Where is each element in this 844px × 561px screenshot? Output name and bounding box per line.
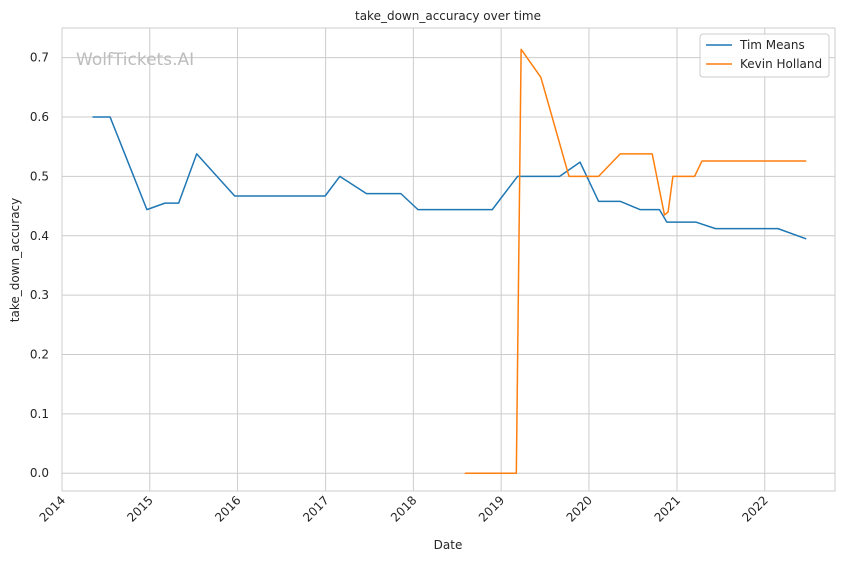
x-tick-label: 2021 xyxy=(652,493,683,524)
x-tick-label: 2022 xyxy=(739,493,770,524)
y-tick-label: 0.1 xyxy=(30,407,49,421)
watermark-text: WolfTickets.AI xyxy=(76,50,194,70)
series-line-kevin-holland xyxy=(464,48,807,474)
x-tick-label: 2016 xyxy=(212,493,243,524)
y-tick-label: 0.0 xyxy=(30,466,49,480)
x-tick-label: 2018 xyxy=(388,493,419,524)
y-tick-label: 0.2 xyxy=(30,347,49,361)
y-axis-label: take_down_accuracy xyxy=(8,198,22,322)
chart-title: take_down_accuracy over time xyxy=(355,9,541,23)
plot-frame xyxy=(61,27,836,492)
tick-labels: 0.0 0.1 0.2 0.3 0.4 0.5 0.6 0.7 2014 2015 2016 2017… xyxy=(30,51,771,525)
x-tick-label: 2020 xyxy=(564,493,595,524)
y-tick-label: 0.3 xyxy=(30,288,49,302)
x-tick-label: 2019 xyxy=(476,493,507,524)
legend-label: Tim Means xyxy=(739,38,805,52)
x-axis-label: Date xyxy=(434,538,463,552)
legend-label: Kevin Holland xyxy=(740,57,822,71)
x-tick-label: 2014 xyxy=(37,493,68,524)
y-tick-label: 0.6 xyxy=(30,110,49,124)
legend-box xyxy=(699,33,830,78)
x-tick-label: 2015 xyxy=(124,493,155,524)
series-lines xyxy=(92,48,807,474)
grid xyxy=(61,28,835,491)
x-tick-label: 2017 xyxy=(300,493,331,524)
y-tick-label: 0.4 xyxy=(30,229,49,243)
series-line-tim-means xyxy=(92,116,807,240)
y-tick-label: 0.7 xyxy=(30,51,49,65)
y-tick-label: 0.5 xyxy=(30,169,49,183)
legend: Tim Means Kevin Holland xyxy=(699,33,830,78)
